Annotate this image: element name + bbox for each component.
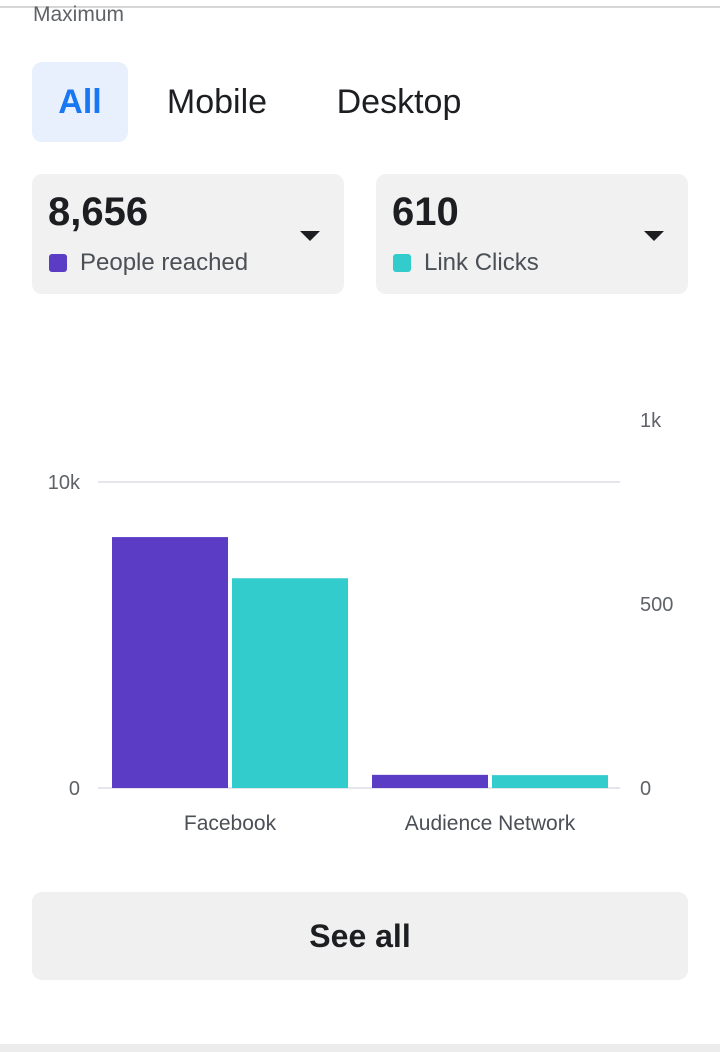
metric-selector-people-reached[interactable]: 8,656 People reached xyxy=(32,174,344,294)
legend-swatch-purple xyxy=(49,254,67,272)
legend-swatch-teal xyxy=(393,254,411,272)
metric-value: 8,656 xyxy=(48,190,149,234)
placement-bar-chart: 0 10k 0 500 1k Facebook Audience Network xyxy=(48,410,674,835)
see-all-button[interactable]: See all xyxy=(32,892,688,980)
right-axis-tick-label: 1k xyxy=(640,410,662,432)
right-axis-tick-label: 0 xyxy=(640,778,651,800)
left-axis-tick-label: 10k xyxy=(48,472,81,494)
category-label: Facebook xyxy=(184,812,277,835)
bottom-divider xyxy=(0,1044,720,1052)
category-label: Audience Network xyxy=(405,812,576,835)
bar-people-reached xyxy=(372,774,488,788)
right-axis-tick-label: 500 xyxy=(640,594,673,616)
metric-label: People reached xyxy=(80,249,249,276)
top-divider xyxy=(0,6,720,8)
tab-mobile[interactable]: Mobile xyxy=(166,83,268,121)
metric-selector-link-clicks[interactable]: 610 Link Clicks xyxy=(376,174,688,294)
left-axis-tick-label: 0 xyxy=(69,778,80,800)
bar-link-clicks xyxy=(492,775,608,788)
bar-people-reached xyxy=(112,537,228,788)
tab-desktop[interactable]: Desktop xyxy=(336,83,462,121)
bar-link-clicks xyxy=(232,578,348,788)
chevron-down-icon[interactable] xyxy=(300,231,320,241)
tab-all[interactable]: All xyxy=(32,62,128,142)
chevron-down-icon[interactable] xyxy=(644,231,664,241)
metric-value: 610 xyxy=(392,190,459,234)
section-label: Maximum xyxy=(33,4,125,26)
metric-label: Link Clicks xyxy=(424,249,539,276)
